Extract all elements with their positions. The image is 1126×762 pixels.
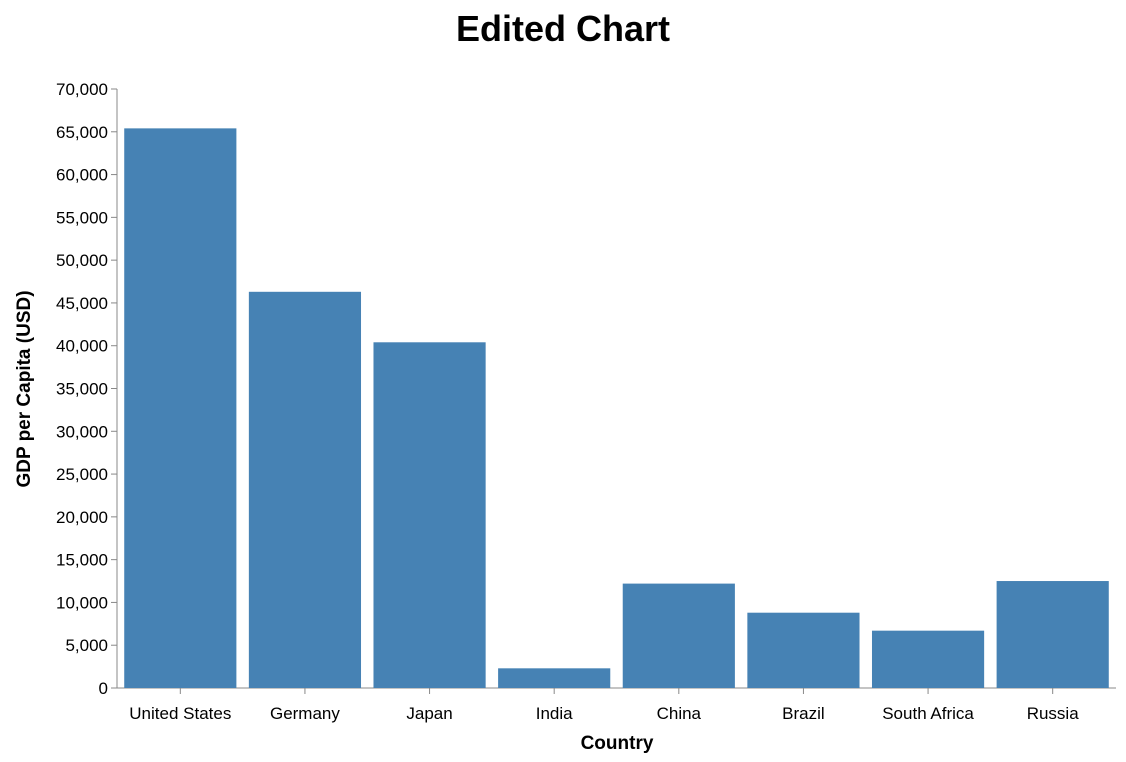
x-tick-label: South Africa [882,704,974,723]
x-tick-label: Russia [1027,704,1080,723]
y-axis-title: GDP per Capita (USD) [14,290,35,487]
x-tick-label: India [536,704,573,723]
x-tick-label: Brazil [782,704,825,723]
y-tick-label: 50,000 [56,251,108,270]
bar [498,668,611,688]
x-tick-label: Germany [270,704,340,723]
x-axis: United States Germany Japan India China Brazi… [117,687,1116,723]
x-tick-label: China [657,704,702,723]
bar [373,342,486,688]
bar [622,583,735,688]
bar [747,612,860,688]
y-tick-label: 25,000 [56,465,108,484]
y-tick-label: 40,000 [56,337,108,356]
x-tick-label: Japan [406,704,452,723]
x-axis-title: Country [581,733,654,754]
bar [124,128,237,688]
y-tick-label: 70,000 [56,80,108,99]
bar [248,291,362,688]
y-tick-label: 20,000 [56,508,108,527]
y-tick-label: 65,000 [56,123,108,142]
y-tick-label: 45,000 [56,294,108,313]
y-tick-label: 60,000 [56,166,108,185]
y-axis: 0 5,000 10,000 15,000 20,000 25,000 30,000 35,0… [56,80,118,698]
y-tick-label: 30,000 [56,422,108,441]
bars [124,128,1109,688]
y-tick-label: 5,000 [65,636,108,655]
y-tick-label: 0 [99,679,108,698]
y-tick-label: 10,000 [56,593,108,612]
bar [871,630,985,688]
chart-title: Edited Chart [456,8,670,49]
y-tick-label: 55,000 [56,208,108,227]
x-tick-label: United States [129,704,231,723]
y-tick-label: 15,000 [56,551,108,570]
y-tick-label: 35,000 [56,380,108,399]
bar [996,581,1109,688]
